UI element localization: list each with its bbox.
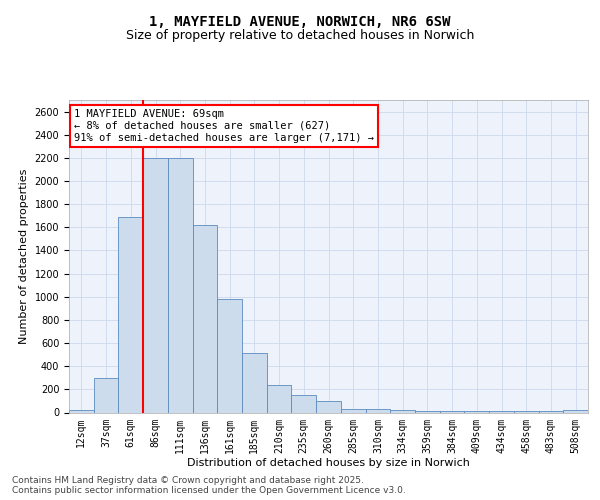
Bar xyxy=(390,410,415,412)
Bar xyxy=(168,158,193,412)
Bar xyxy=(69,410,94,412)
Bar xyxy=(563,410,588,412)
Bar xyxy=(143,158,168,412)
Text: Size of property relative to detached houses in Norwich: Size of property relative to detached ho… xyxy=(126,28,474,42)
Bar xyxy=(341,409,365,412)
Bar xyxy=(292,395,316,412)
Bar xyxy=(267,384,292,412)
Text: 1 MAYFIELD AVENUE: 69sqm
← 8% of detached houses are smaller (627)
91% of semi-d: 1 MAYFIELD AVENUE: 69sqm ← 8% of detache… xyxy=(74,110,374,142)
Text: Contains HM Land Registry data © Crown copyright and database right 2025.
Contai: Contains HM Land Registry data © Crown c… xyxy=(12,476,406,495)
Bar xyxy=(193,225,217,412)
Bar xyxy=(242,354,267,412)
Bar xyxy=(217,299,242,412)
Bar xyxy=(365,409,390,412)
Text: 1, MAYFIELD AVENUE, NORWICH, NR6 6SW: 1, MAYFIELD AVENUE, NORWICH, NR6 6SW xyxy=(149,16,451,30)
Bar xyxy=(316,401,341,412)
Y-axis label: Number of detached properties: Number of detached properties xyxy=(19,168,29,344)
Bar xyxy=(94,378,118,412)
X-axis label: Distribution of detached houses by size in Norwich: Distribution of detached houses by size … xyxy=(187,458,470,468)
Bar xyxy=(118,217,143,412)
